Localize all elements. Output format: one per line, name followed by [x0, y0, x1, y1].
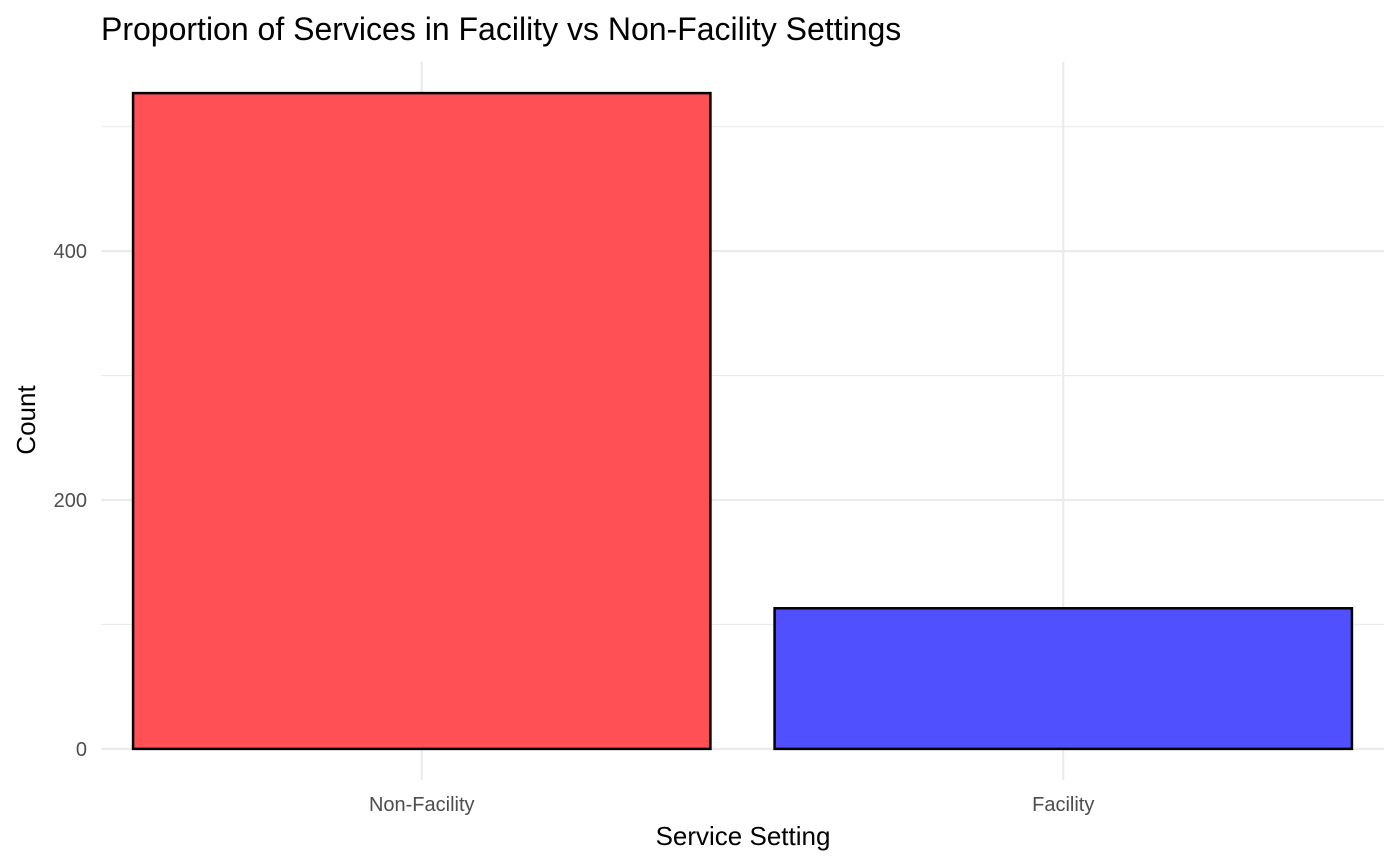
bars-group — [131, 91, 1354, 751]
x-axis-ticks: Non-Facility Facility — [369, 794, 1094, 816]
y-axis-ticks: 0 200 400 — [54, 241, 87, 761]
x-axis-title: Service Setting — [656, 821, 831, 851]
x-tick-label: Non-Facility — [369, 794, 475, 816]
chart-title: Proportion of Services in Facility vs No… — [101, 11, 901, 47]
y-axis-title: Count — [11, 385, 41, 455]
bar-non-facility — [131, 91, 712, 751]
y-tick-label: 200 — [54, 490, 87, 512]
bar-facility — [773, 607, 1354, 751]
x-tick-label: Facility — [1032, 794, 1094, 816]
y-tick-label: 0 — [76, 739, 87, 761]
y-tick-label: 400 — [54, 241, 87, 263]
